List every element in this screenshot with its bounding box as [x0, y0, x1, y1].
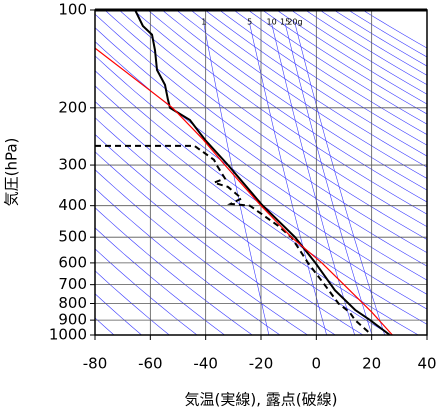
dry-adiabat [95, 134, 364, 335]
x-tick-label: 20 [362, 355, 381, 373]
x-tick-label: -80 [83, 355, 108, 373]
mixing-ratio-line [284, 23, 373, 335]
y-tick-label: 100 [58, 1, 87, 19]
dry-adiabat [147, 10, 427, 203]
y-tick-label: 600 [58, 253, 87, 271]
dry-adiabat [95, 248, 198, 335]
dry-adiabat [95, 117, 391, 335]
x-tick-label: 0 [312, 355, 322, 373]
y-tick-label: 300 [58, 156, 87, 174]
x-tick-label: -20 [249, 355, 274, 373]
dry-adiabat [319, 10, 427, 76]
dry-adiabat [95, 27, 427, 267]
x-tick-label: -40 [193, 355, 218, 373]
dry-adiabat [348, 10, 427, 58]
y-tick-label: 1000 [49, 326, 87, 344]
y-tick-label: 700 [58, 275, 87, 293]
dry-adiabat [95, 169, 308, 335]
dry-adiabat [262, 10, 427, 115]
profile-line [95, 144, 373, 335]
mixing-ratio-line [203, 23, 270, 335]
x-tick-label: 40 [417, 355, 436, 373]
dry-adiabat [219, 10, 427, 146]
dry-adiabat [95, 187, 281, 335]
dry-adiabat [95, 70, 427, 310]
dry-adiabat [95, 13, 427, 254]
dry-adiabat [133, 10, 427, 215]
y-tick-label: 800 [58, 294, 87, 312]
y-axis-label: 気圧(hPa) [3, 138, 21, 207]
mixing-ratio-label: 15 [280, 18, 290, 27]
dry-adiabat [95, 151, 336, 335]
dry-adiabat [190, 10, 427, 168]
profile-line [134, 10, 391, 335]
dry-adiabat [362, 10, 427, 49]
dry-adiabat [290, 10, 427, 95]
dry-adiabat [95, 41, 427, 281]
dry-adiabat [95, 227, 225, 335]
dry-adiabat [95, 85, 427, 325]
mixing-ratio-label: 1 [201, 18, 206, 27]
y-tick-label: 500 [58, 228, 87, 246]
dry-adiabat [118, 10, 427, 228]
x-tick-label: -60 [138, 355, 163, 373]
x-axis-label: 気温(実線), 露点(破線) [185, 391, 338, 409]
dry-adiabat [176, 10, 427, 179]
dry-adiabat [333, 10, 427, 67]
profile-line [95, 47, 393, 335]
dry-adiabat [95, 207, 253, 335]
dry-adiabat [233, 10, 427, 135]
mixing-ratio-line [271, 23, 355, 335]
dry-adiabat [161, 10, 427, 191]
y-tick-label: 200 [58, 98, 87, 116]
y-tick-label: 900 [58, 311, 87, 329]
dry-adiabat [276, 10, 427, 105]
background-lines [95, 10, 427, 335]
mixing-ratio-label: 10 [267, 18, 277, 27]
dry-adiabat [95, 55, 427, 295]
dry-adiabat [204, 10, 427, 157]
dry-adiabat [95, 270, 170, 335]
dry-adiabat [247, 10, 427, 125]
y-tick-label: 400 [58, 196, 87, 214]
dry-adiabat [305, 10, 427, 86]
mixing-ratio-label: 5 [247, 18, 252, 27]
dry-adiabat [104, 10, 427, 240]
mixing-ratio-label: 20g [287, 18, 302, 27]
profiles [95, 10, 393, 335]
mixing-ratio-line [294, 23, 385, 335]
